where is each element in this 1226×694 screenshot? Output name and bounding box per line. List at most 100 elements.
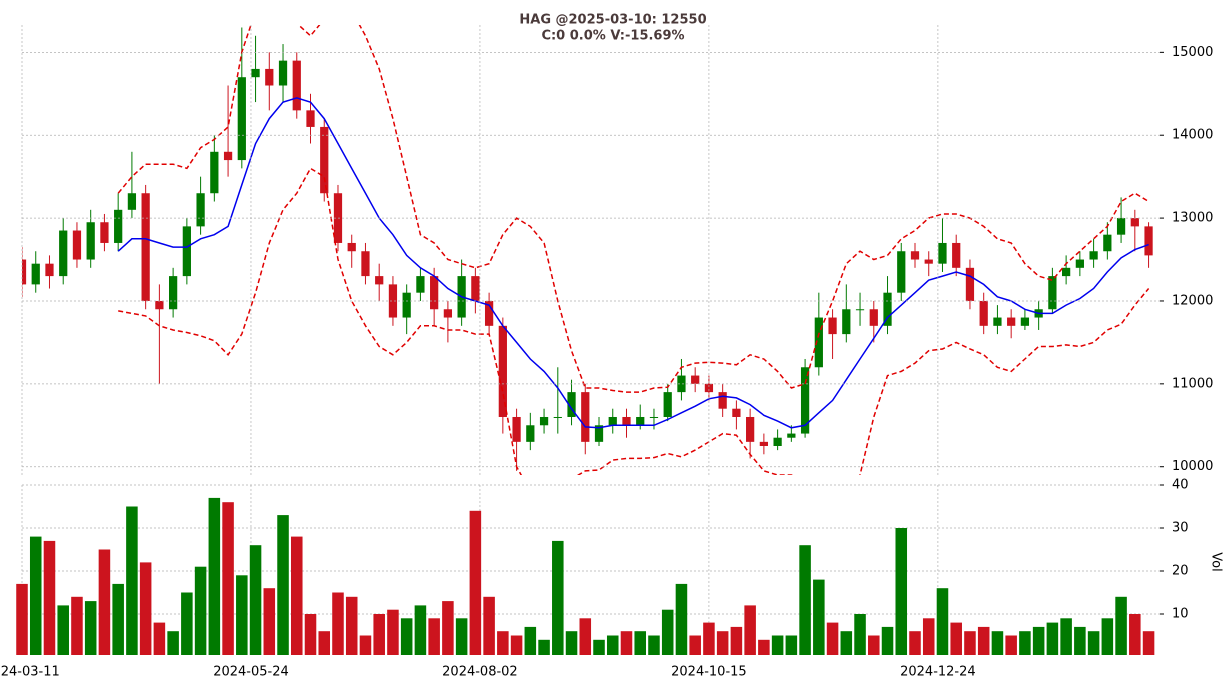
volume-bar bbox=[1074, 626, 1086, 655]
volume-bar bbox=[510, 635, 523, 655]
volume-bar bbox=[387, 609, 399, 655]
candle-body bbox=[375, 276, 384, 285]
candle-body bbox=[402, 292, 411, 318]
candle-body bbox=[416, 276, 425, 293]
candle-body bbox=[553, 416, 562, 418]
volume-bar bbox=[593, 639, 605, 655]
candle-body bbox=[292, 60, 301, 111]
candle-body bbox=[1061, 267, 1071, 277]
candle-body bbox=[718, 392, 727, 409]
candle-body bbox=[333, 193, 343, 243]
volume-bar bbox=[304, 614, 317, 655]
candle-body bbox=[910, 251, 920, 260]
candle-body bbox=[649, 416, 659, 418]
candle-body bbox=[471, 276, 480, 301]
y-tick-label: 13000 bbox=[1172, 211, 1213, 226]
volume-bar bbox=[332, 592, 344, 655]
candle-body bbox=[691, 375, 700, 384]
volume-bar bbox=[703, 622, 715, 655]
volume-bar bbox=[400, 618, 413, 655]
indicator-line bbox=[118, 167, 1150, 475]
candle-body bbox=[100, 222, 109, 243]
volume-bar bbox=[222, 502, 234, 655]
volume-bar bbox=[826, 622, 839, 655]
candle-body bbox=[1103, 234, 1112, 252]
candle-body bbox=[141, 193, 150, 301]
volume-bar bbox=[497, 631, 509, 655]
volume-bar bbox=[620, 631, 633, 655]
candle-body bbox=[897, 251, 906, 293]
volume-bar bbox=[236, 575, 248, 655]
candle-body bbox=[608, 416, 617, 426]
candle-body bbox=[759, 441, 768, 446]
candle-body bbox=[512, 416, 521, 442]
volume-bar bbox=[922, 618, 935, 655]
volume-bar bbox=[1046, 622, 1059, 655]
candle-body bbox=[278, 60, 288, 86]
volume-bar bbox=[345, 596, 358, 655]
candle-body bbox=[155, 300, 164, 310]
volume-bar bbox=[181, 592, 193, 655]
candle-body bbox=[855, 309, 865, 311]
candle-body bbox=[498, 325, 507, 417]
volume-bar bbox=[524, 626, 537, 655]
chart-subtitle: C:0 0.0% V:-15.69% bbox=[541, 29, 684, 44]
candle-body bbox=[31, 263, 40, 285]
volume-bar bbox=[373, 614, 385, 655]
volume-bar bbox=[950, 622, 962, 655]
volume-bar bbox=[716, 631, 729, 655]
volume-bar bbox=[909, 631, 921, 655]
candle-body bbox=[787, 433, 796, 438]
volume-bar bbox=[936, 588, 949, 655]
volume-bar bbox=[1032, 626, 1045, 655]
candle-body bbox=[883, 292, 892, 326]
candle-body bbox=[210, 151, 219, 194]
volume-bar bbox=[991, 631, 1004, 655]
candle-body bbox=[924, 259, 933, 264]
volume-bar bbox=[579, 618, 592, 655]
y-tick-label: 10 bbox=[1172, 607, 1189, 622]
y-tick-label: 11000 bbox=[1172, 376, 1213, 391]
volume-bar bbox=[1087, 631, 1100, 655]
volume-bar bbox=[194, 566, 207, 655]
volume-bar bbox=[785, 635, 798, 655]
candle-body bbox=[223, 151, 233, 161]
volume-bar bbox=[153, 622, 166, 655]
candle-body bbox=[484, 300, 494, 326]
volume-bar bbox=[1101, 618, 1114, 655]
volume-bar bbox=[730, 626, 743, 655]
volume-bar bbox=[758, 639, 770, 655]
volume-bar bbox=[483, 596, 495, 655]
candle-body bbox=[1089, 251, 1098, 260]
candle-body bbox=[1116, 218, 1126, 235]
candle-body bbox=[86, 222, 95, 260]
candle-body bbox=[1020, 317, 1030, 326]
candle-body bbox=[594, 425, 604, 442]
volume-bar bbox=[126, 506, 138, 655]
price-panel bbox=[22, 25, 1153, 475]
volume-bar bbox=[57, 605, 69, 655]
volume-bar bbox=[442, 601, 454, 655]
volume-bar bbox=[71, 596, 83, 655]
chart-title: HAG @2025-03-10: 12550 bbox=[519, 13, 706, 28]
volume-bar bbox=[538, 639, 550, 655]
volume-bar bbox=[469, 510, 482, 655]
volume-bar bbox=[414, 605, 427, 655]
candle-body bbox=[196, 193, 205, 227]
candle-body bbox=[636, 416, 645, 426]
x-tick-label: 2024-03-11 bbox=[0, 665, 60, 680]
candle-body bbox=[965, 267, 975, 301]
candle-body bbox=[59, 230, 68, 277]
volume-bar bbox=[552, 540, 564, 655]
candle-body bbox=[265, 68, 274, 86]
volume-bar bbox=[565, 631, 578, 655]
x-tick-label: 2024-10-15 bbox=[671, 665, 747, 680]
y-tick-label: 30 bbox=[1172, 521, 1189, 536]
candle-body bbox=[539, 416, 549, 426]
candle-body bbox=[814, 317, 823, 368]
candle-body bbox=[1048, 276, 1057, 310]
y-tick-label: 20 bbox=[1172, 564, 1189, 579]
candle-body bbox=[443, 309, 453, 318]
candle-body bbox=[320, 126, 329, 194]
